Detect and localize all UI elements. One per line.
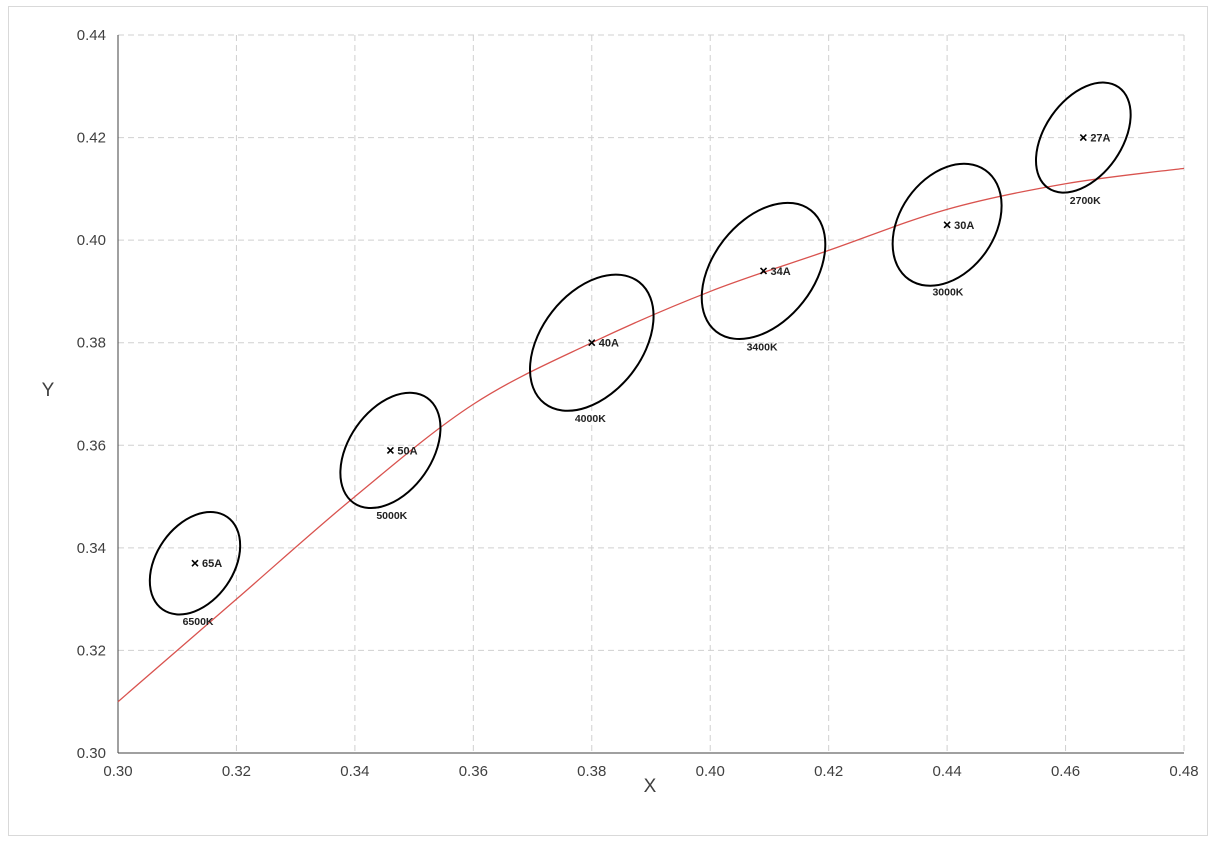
point-marker-30a: [943, 221, 951, 229]
grid-layer: [118, 34, 1185, 753]
x-tick-label: 0.34: [340, 763, 369, 780]
y-tick-label: 0.30: [77, 745, 106, 762]
x-tick-label: 0.46: [1051, 763, 1080, 780]
x-tick-label: 0.30: [103, 763, 132, 780]
cct-label: 6500K: [183, 616, 214, 628]
curve-layer: [117, 167, 1185, 703]
ellipse-34a: [700, 201, 827, 340]
ellipse-50a: [339, 391, 442, 510]
point-label: 27A: [1090, 133, 1110, 145]
chart-frame: [8, 6, 1208, 836]
x-tick-label: 0.40: [696, 763, 725, 780]
x-tick-label: 0.32: [222, 763, 251, 780]
x-tick-label: 0.42: [814, 763, 843, 780]
point-label: 40A: [599, 338, 619, 350]
point-label: 30A: [954, 220, 974, 232]
y-tick-label: 0.44: [77, 27, 106, 44]
axes-layer: 0.30 0.32 0.34 0.36 0.38 0.40 0.42 0.44 0.46 0.48…: [77, 27, 1199, 780]
x-tick-label: 0.36: [459, 763, 488, 780]
point-marker-27a: [1079, 134, 1087, 142]
point-label: 50A: [397, 445, 417, 457]
cct-label: 5000K: [376, 510, 407, 522]
y-tick-label: 0.38: [77, 335, 106, 352]
point-marker-50a: [386, 446, 394, 454]
x-axis-title: X: [644, 776, 657, 797]
ellipse-27a: [1034, 81, 1132, 194]
cct-label: 4000K: [575, 413, 606, 425]
ellipse-65a: [148, 511, 242, 616]
cct-label: 2700K: [1070, 195, 1101, 207]
y-tick-label: 0.40: [77, 232, 106, 249]
locus-curve: [117, 167, 1185, 703]
y-axis-title: Y: [42, 380, 55, 401]
point-label: 34A: [771, 266, 791, 278]
point-marker-65a: [191, 559, 199, 567]
y-tick-label: 0.34: [77, 540, 106, 557]
ellipse-40a: [528, 273, 655, 412]
point-label: 65A: [202, 558, 222, 570]
ellipse-30a: [891, 162, 1003, 287]
cct-label: 3400K: [747, 341, 778, 353]
x-tick-label: 0.44: [933, 763, 962, 780]
cct-label: 3000K: [932, 286, 963, 298]
y-tick-label: 0.42: [77, 130, 106, 147]
points-layer: 65A 6500K 50A 5000K 40A 4000K 34A 3400K 30A 3000K…: [148, 81, 1132, 628]
y-tick-label: 0.32: [77, 642, 106, 659]
point-marker-40a: [588, 339, 596, 347]
point-marker-34a: [759, 267, 768, 275]
x-tick-label: 0.48: [1169, 763, 1198, 780]
x-tick-label: 0.38: [577, 763, 606, 780]
y-tick-label: 0.36: [77, 437, 106, 454]
